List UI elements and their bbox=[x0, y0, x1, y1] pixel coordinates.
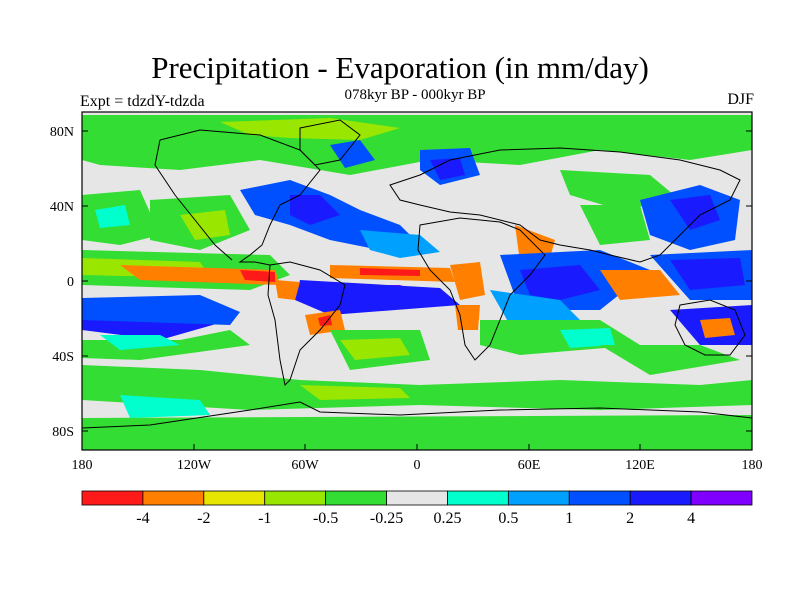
legend-swatch-6 bbox=[447, 490, 509, 506]
legend-label-4: -0.25 bbox=[370, 510, 403, 527]
legend-label-9: 4 bbox=[687, 510, 695, 527]
experiment-label: Expt = tdzdY-tdzda bbox=[80, 93, 205, 110]
legend-swatch-3 bbox=[264, 490, 327, 506]
lat-labels: 80N 40N 0 40S 80S bbox=[50, 125, 74, 440]
legend-label-8: 2 bbox=[626, 510, 634, 527]
lon-label-180e: 180 bbox=[742, 458, 763, 473]
lat-label-0: 0 bbox=[67, 275, 74, 290]
field-africa-orange2 bbox=[455, 305, 480, 330]
map-subtitle: 078kyr BP - 000kyr BP bbox=[344, 87, 486, 103]
field-ant-green bbox=[82, 415, 752, 450]
legend-label-3: -0.5 bbox=[313, 510, 338, 527]
coast-australia bbox=[674, 299, 746, 356]
field-wpac-darkblue bbox=[670, 195, 720, 230]
lon-axis bbox=[81, 444, 753, 450]
field-mc-darkblue bbox=[670, 258, 745, 290]
coast-eurasia bbox=[389, 147, 741, 263]
legend-swatch-0 bbox=[81, 490, 144, 506]
field-so-green bbox=[82, 365, 752, 410]
legend-label-7: 1 bbox=[565, 510, 573, 527]
field-arctic-blue bbox=[330, 140, 375, 168]
legend-swatch-10 bbox=[690, 490, 753, 506]
legend-label-2: -1 bbox=[258, 510, 271, 527]
lat-label-80n: 80N bbox=[50, 125, 74, 140]
field-spac-blue bbox=[82, 295, 240, 325]
legend-swatch-5 bbox=[386, 490, 448, 506]
field-aus-orange bbox=[700, 318, 735, 338]
legend-swatch-9 bbox=[629, 490, 692, 506]
map-title: Precipitation - Evaporation (in mm/day) bbox=[151, 50, 649, 85]
field-arctic-yellowgreen bbox=[220, 118, 400, 140]
legend-swatch-8 bbox=[568, 490, 631, 506]
color-legend bbox=[81, 490, 753, 506]
coast-south-america bbox=[267, 261, 346, 387]
legend-swatch-1 bbox=[142, 490, 205, 506]
lon-label-180w: 180 bbox=[72, 458, 93, 473]
lon-label-0: 0 bbox=[414, 458, 421, 473]
field-satl-yellowgreen bbox=[340, 338, 410, 360]
field-natl-lightblue bbox=[360, 230, 440, 258]
lat-axis bbox=[82, 130, 752, 432]
field-npac-cyan bbox=[95, 205, 130, 228]
field-spac-cyan bbox=[100, 335, 180, 350]
field-mc-orange bbox=[600, 270, 680, 300]
field-wpac-green bbox=[580, 205, 650, 245]
color-legend-labels: -4 -2 -1 -0.5 -0.25 0.25 0.5 1 2 4 bbox=[136, 510, 695, 527]
field-sio-cyan bbox=[560, 328, 615, 348]
field-io-lightblue bbox=[490, 290, 580, 325]
field-amazon-blue bbox=[295, 280, 460, 315]
lon-label-120e: 120E bbox=[625, 458, 655, 473]
coast-africa bbox=[417, 217, 546, 361]
legend-swatch-7 bbox=[507, 490, 570, 506]
field-so-yellowgreen bbox=[300, 385, 410, 400]
legend-label-5: 0.25 bbox=[433, 510, 461, 527]
lat-label-40n: 40N bbox=[50, 200, 74, 215]
lon-labels: 180 120W 60W 0 60E 120E 180 bbox=[72, 458, 763, 473]
legend-label-0: -4 bbox=[136, 510, 149, 527]
lon-label-120w: 120W bbox=[177, 458, 212, 473]
lon-label-60w: 60W bbox=[291, 458, 319, 473]
field-aus-green bbox=[600, 345, 740, 375]
lon-label-60e: 60E bbox=[518, 458, 541, 473]
field-natl-darkblue bbox=[290, 195, 340, 225]
field-russia-blue bbox=[430, 158, 465, 180]
legend-swatch-4 bbox=[325, 490, 387, 506]
field-so-cyan bbox=[120, 395, 210, 418]
field-eqpac-red bbox=[240, 270, 275, 282]
lat-label-40s: 40S bbox=[52, 350, 74, 365]
field-sam-orange bbox=[275, 280, 300, 300]
field-io-darkblue bbox=[520, 265, 600, 300]
coast-antarctica bbox=[82, 401, 752, 429]
field-africa-orange bbox=[450, 262, 485, 300]
legend-swatch-2 bbox=[203, 490, 266, 506]
coastlines bbox=[82, 119, 752, 429]
season-label: DJF bbox=[727, 91, 754, 108]
map-plot-area bbox=[82, 112, 752, 450]
field-eqatl-red bbox=[360, 268, 420, 276]
lat-label-80s: 80S bbox=[52, 425, 74, 440]
legend-label-1: -2 bbox=[197, 510, 210, 527]
legend-label-6: 0.5 bbox=[498, 510, 518, 527]
coast-greenland bbox=[299, 119, 361, 166]
field-sam-red bbox=[318, 315, 332, 326]
coast-north-america bbox=[154, 129, 321, 266]
